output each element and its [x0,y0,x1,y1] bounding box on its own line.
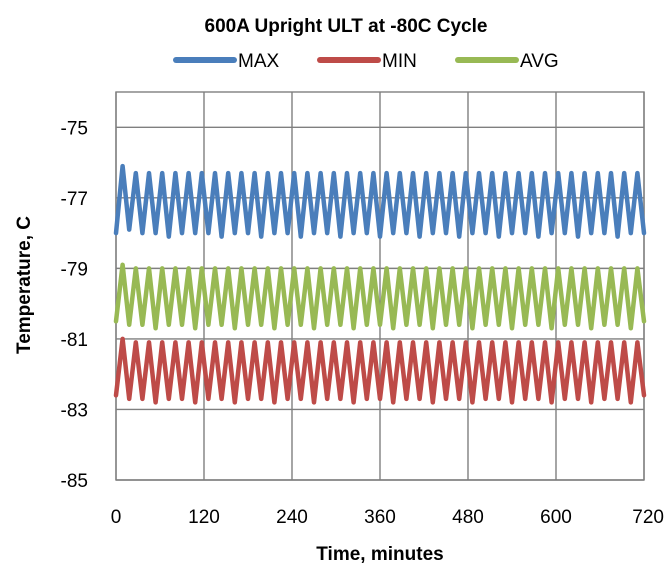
x-tick-label-2: 240 [276,507,308,528]
y-tick-label-3: -81 [61,330,88,351]
gridlines [116,92,644,480]
y-tick-label-4: -83 [61,400,88,421]
y-tick-label-2: -79 [61,259,88,280]
legend-label-min: MIN [382,51,417,72]
legend: MAX MIN AVG [176,51,559,72]
x-tick-label-1: 120 [188,507,220,528]
x-axis-ticks: 0 120 240 360 480 600 720 [111,507,664,528]
y-tick-label-0: -75 [61,118,88,139]
y-tick-label-5: -85 [61,471,88,492]
chart-title: 600A Upright ULT at -80C Cycle [205,16,488,37]
y-axis-ticks: -75 -77 -79 -81 -83 -85 [61,118,88,492]
x-tick-label-6: 720 [632,507,664,528]
legend-label-avg: AVG [520,51,559,72]
x-tick-label-3: 360 [364,507,396,528]
x-tick-label-0: 0 [111,507,122,528]
x-tick-label-5: 600 [540,507,572,528]
x-tick-label-4: 480 [452,507,484,528]
y-axis-title: Temperature, C [14,216,35,354]
legend-label-max: MAX [238,51,280,72]
y-tick-label-1: -77 [61,189,88,210]
x-axis-title: Time, minutes [316,544,443,565]
